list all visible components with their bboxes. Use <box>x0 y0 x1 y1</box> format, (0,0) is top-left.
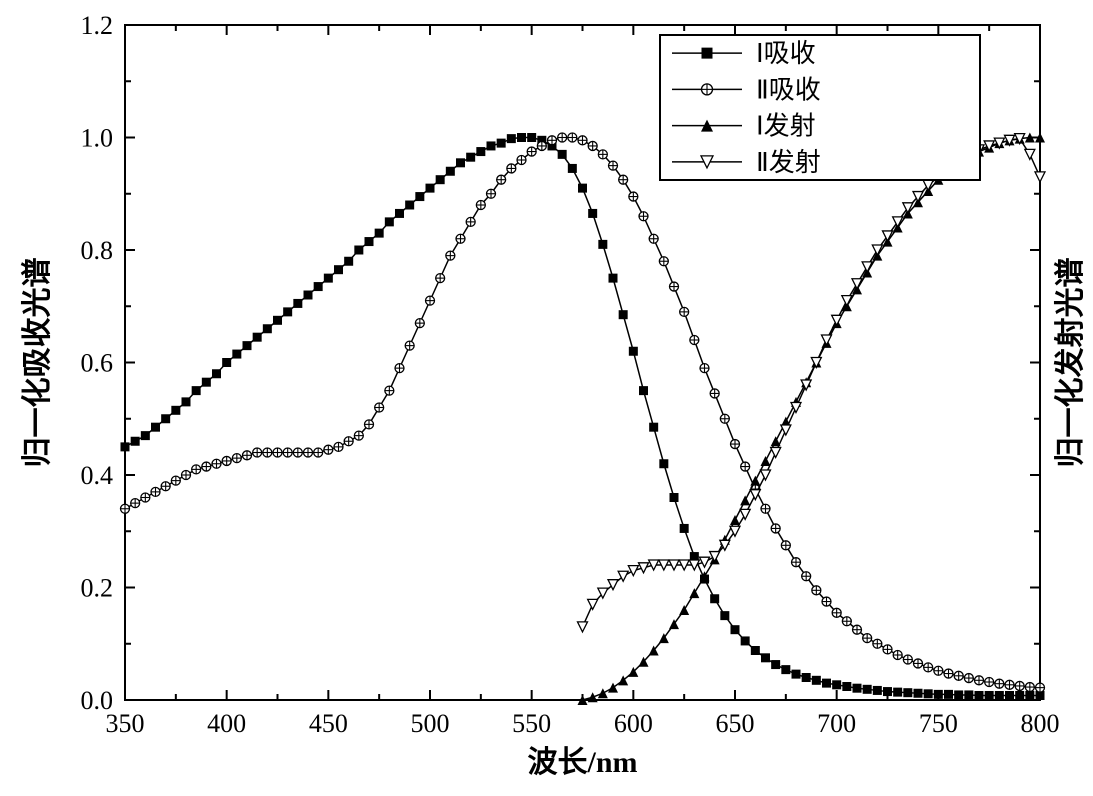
chart-svg: 3504004505005506006507007508000.00.20.40… <box>0 0 1093 796</box>
legend-label: Ⅰ发射 <box>756 112 816 141</box>
legend-label: Ⅰ吸收 <box>756 39 816 68</box>
svg-text:0.8: 0.8 <box>81 236 114 265</box>
legend-label: Ⅱ发射 <box>756 148 821 177</box>
svg-text:归一化吸收光谱: 归一化吸收光谱 <box>21 258 54 468</box>
spectrum-chart: 3504004505005506006507007508000.00.20.40… <box>0 0 1093 796</box>
svg-text:550: 550 <box>512 709 551 738</box>
svg-text:600: 600 <box>614 709 653 738</box>
svg-text:归一化发射光谱: 归一化发射光谱 <box>1054 258 1087 468</box>
svg-text:1.2: 1.2 <box>81 11 114 40</box>
series-s4 <box>578 134 1046 632</box>
svg-text:450: 450 <box>309 709 348 738</box>
svg-text:0.4: 0.4 <box>81 461 114 490</box>
svg-text:800: 800 <box>1021 709 1060 738</box>
svg-text:750: 750 <box>919 709 958 738</box>
svg-text:波长/nm: 波长/nm <box>527 746 637 779</box>
svg-text:500: 500 <box>411 709 450 738</box>
legend-label: Ⅱ吸收 <box>756 75 821 104</box>
svg-text:700: 700 <box>817 709 856 738</box>
svg-text:0.0: 0.0 <box>81 686 114 715</box>
svg-text:650: 650 <box>716 709 755 738</box>
svg-text:1.0: 1.0 <box>81 124 114 153</box>
svg-text:400: 400 <box>207 709 246 738</box>
svg-text:0.6: 0.6 <box>81 349 114 378</box>
svg-text:0.2: 0.2 <box>81 574 114 603</box>
